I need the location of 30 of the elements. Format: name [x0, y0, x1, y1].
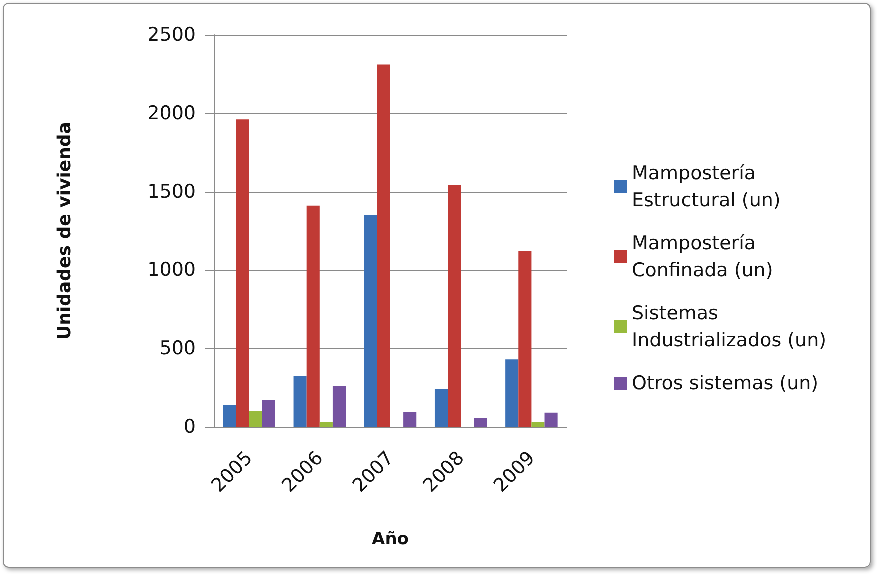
bar	[506, 360, 519, 427]
legend-label: Sistemas Industrializados (un)	[632, 302, 827, 352]
legend-label: Mampostería Estructural (un)	[632, 162, 781, 212]
x-axis-title: Año	[372, 530, 409, 550]
y-tick-label: 1500	[148, 180, 196, 203]
legend-label: Mampostería Confinada (un)	[632, 232, 774, 282]
bar	[544, 412, 558, 427]
legend-label: Otros sistemas (un)	[632, 372, 819, 394]
bar	[532, 422, 545, 427]
bar	[434, 389, 448, 427]
bar	[320, 422, 333, 427]
bar	[332, 386, 346, 427]
y-tick-label: 0	[184, 416, 196, 438]
bar	[223, 405, 236, 427]
y-tick-label: 1000	[148, 259, 196, 282]
bar	[306, 206, 320, 427]
y-tick-label: 2500	[148, 24, 196, 46]
bar	[294, 376, 307, 427]
bar	[474, 418, 488, 427]
bar	[404, 412, 417, 427]
bar	[377, 64, 390, 427]
bar	[518, 251, 532, 427]
bar	[364, 215, 378, 427]
bar	[236, 120, 250, 427]
bar	[448, 186, 462, 427]
bar	[262, 400, 276, 427]
y-tick-label: 500	[160, 338, 196, 360]
y-tick-label: 2000	[148, 102, 196, 124]
y-axis-title: Unidades de vivienda	[54, 122, 76, 340]
bar	[249, 411, 262, 427]
